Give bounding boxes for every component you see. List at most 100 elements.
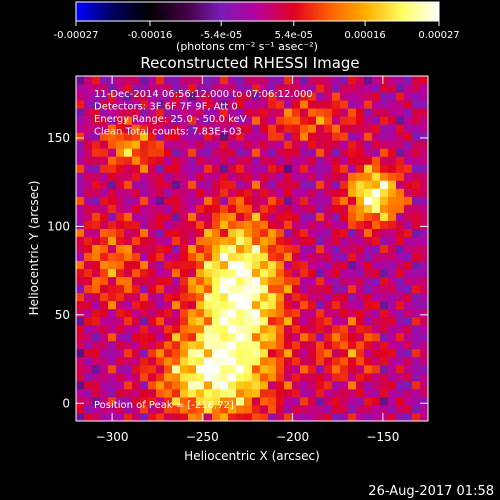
heatmap-cell xyxy=(228,276,237,286)
heatmap-cell xyxy=(412,196,421,205)
heatmap-cell xyxy=(164,260,173,270)
annotations: 11-Dec-2014 06:56:12.000 to 07:06:12.000… xyxy=(94,89,313,138)
heatmap-cell xyxy=(372,300,381,310)
heatmap-cell xyxy=(148,380,157,390)
heatmap-cell xyxy=(364,148,373,157)
heatmap-cell xyxy=(252,388,261,398)
heatmap-cell xyxy=(340,284,349,294)
heatmap-cell xyxy=(372,404,381,414)
heatmap-cell xyxy=(228,132,237,141)
heatmap-cell xyxy=(204,220,213,229)
heatmap-cell xyxy=(300,148,309,157)
heatmap-cell xyxy=(228,76,237,85)
heatmap-cell xyxy=(396,140,405,149)
heatmap-cell xyxy=(396,116,405,125)
heatmap-cell xyxy=(180,84,189,93)
heatmap-cell xyxy=(76,220,85,229)
heatmap-cell xyxy=(412,124,421,133)
heatmap-cell xyxy=(148,404,157,414)
heatmap-cell xyxy=(396,356,405,366)
heatmap-cell xyxy=(284,92,293,101)
y-tick-label: 0 xyxy=(62,396,70,410)
heatmap-cell xyxy=(236,228,245,237)
heatmap-cell xyxy=(404,76,413,85)
heatmap-cell xyxy=(268,236,277,245)
heatmap-cell xyxy=(140,84,149,93)
heatmap-cell xyxy=(252,204,261,213)
heatmap-cell xyxy=(340,340,349,350)
heatmap-cell xyxy=(340,196,349,205)
heatmap-cell xyxy=(220,292,229,302)
heatmap-cell xyxy=(380,132,389,141)
heatmap-cell xyxy=(300,180,309,189)
heatmap-cell xyxy=(284,308,293,318)
heatmap-cell xyxy=(380,268,389,278)
heatmap-cell xyxy=(292,116,301,125)
heatmap-cell xyxy=(228,356,237,366)
heatmap-cell xyxy=(76,92,85,101)
heatmap-cell xyxy=(356,164,365,173)
heatmap-cell xyxy=(236,140,245,149)
heatmap-cell xyxy=(348,252,357,262)
heatmap-cell xyxy=(124,404,133,414)
heatmap-cell xyxy=(164,132,173,141)
heatmap-cell xyxy=(212,348,221,358)
heatmap-cell xyxy=(396,132,405,141)
heatmap-cell xyxy=(260,188,269,197)
heatmap-cell xyxy=(172,132,181,141)
heatmap-cell xyxy=(140,308,149,318)
heatmap-cell xyxy=(292,228,301,237)
heatmap-cell xyxy=(92,236,101,245)
heatmap-cell xyxy=(420,92,428,101)
heatmap-cell xyxy=(100,260,109,270)
heatmap-cell xyxy=(212,204,221,213)
heatmap-cell xyxy=(180,228,189,237)
heatmap-cell xyxy=(156,364,165,374)
heatmap-cell xyxy=(236,364,245,374)
heatmap-cell xyxy=(140,412,149,421)
heatmap-cell xyxy=(140,148,149,157)
heatmap-cell xyxy=(100,196,109,205)
heatmap-cell xyxy=(340,388,349,398)
heatmap-cell xyxy=(108,196,117,205)
heatmap-cell xyxy=(324,220,333,229)
heatmap-cell xyxy=(388,124,397,133)
heatmap-cell xyxy=(124,108,133,117)
heatmap-cell xyxy=(204,276,213,286)
heatmap-cell xyxy=(332,244,341,254)
heatmap-cell xyxy=(132,156,141,165)
heatmap-cell xyxy=(92,372,101,382)
heatmap-cell xyxy=(396,228,405,237)
heatmap-cell xyxy=(276,404,285,414)
heatmap-cell xyxy=(180,396,189,406)
heatmap-cell xyxy=(276,412,285,421)
heatmap-cell xyxy=(340,276,349,286)
heatmap-cell xyxy=(132,172,141,181)
heatmap-cell xyxy=(372,324,381,334)
heatmap-cell xyxy=(172,188,181,197)
heatmap-cell xyxy=(92,364,101,374)
heatmap-cell xyxy=(196,284,205,294)
heatmap-cell xyxy=(156,148,165,157)
heatmap-cell xyxy=(260,156,269,165)
heatmap-cell xyxy=(244,204,253,213)
heatmap-cell xyxy=(228,388,237,398)
heatmap-cell xyxy=(156,108,165,117)
heatmap-cell xyxy=(420,164,428,173)
heatmap-cell xyxy=(420,108,428,117)
heatmap-cell xyxy=(260,308,269,318)
heatmap-cell xyxy=(292,388,301,398)
heatmap-cell xyxy=(420,100,428,109)
heatmap-cell xyxy=(276,92,285,101)
heatmap-cell xyxy=(76,396,85,406)
heatmap-cell xyxy=(180,156,189,165)
heatmap-cell xyxy=(276,244,285,254)
heatmap-cell xyxy=(172,76,181,85)
heatmap-cell xyxy=(228,364,237,374)
heatmap-cell xyxy=(236,76,245,85)
heatmap-cell xyxy=(364,140,373,149)
heatmap-cell xyxy=(204,324,213,334)
heatmap-cell xyxy=(388,212,397,221)
heatmap-cell xyxy=(92,220,101,229)
heatmap-cell xyxy=(372,332,381,342)
